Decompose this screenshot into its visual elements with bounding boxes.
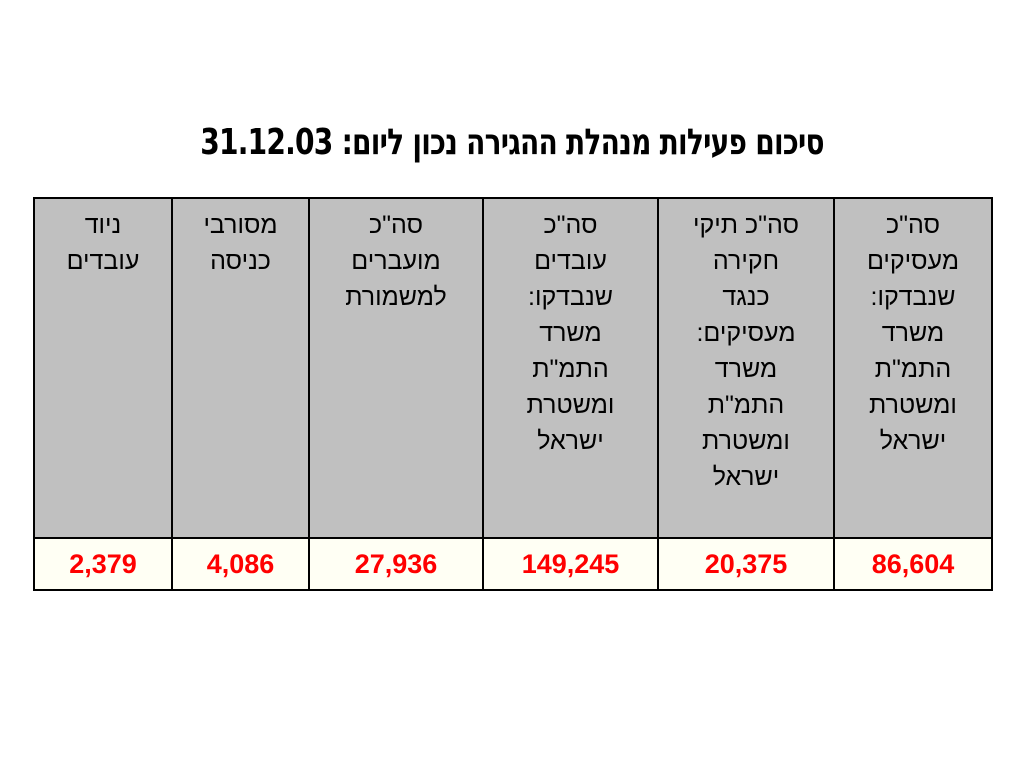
header-row: סה"כ מעסיקים שנבדקו: משרד התמ"ת ומשטרת י… [33,197,993,539]
page-title: סיכום פעילות מנהלת ההגירה נכון ליום: 31.… [200,122,824,163]
header-label: סה"כ עובדים שנבדקו: משרד התמ"ת ומשטרת יש… [526,211,615,455]
header-label: סה"כ מעסיקים שנבדקו: משרד התמ"ת ומשטרת י… [866,211,960,455]
value-cell-employers-checked: 86,604 [833,537,993,591]
header-label: מסורבי כניסה [203,211,278,275]
header-label: ניוד עובדים [66,211,140,275]
header-cell-employers-checked: סה"כ מעסיקים שנבדקו: משרד התמ"ת ומשטרת י… [833,197,993,539]
header-cell-investigation-files: סה"כ תיקי חקירה כנגד מעסיקים: משרד התמ"ת… [657,197,835,539]
value-cell-entry-refused: 4,086 [171,537,310,591]
header-cell-workers-checked: סה"כ עובדים שנבדקו: משרד התמ"ת ומשטרת יש… [482,197,659,539]
header-label: סה"כ מועברים למשמורת [345,211,447,311]
header-cell-entry-refused: מסורבי כניסה [171,197,310,539]
value-cell-worker-mobility: 2,379 [33,537,173,591]
summary-table: סה"כ מעסיקים שנבדקו: משרד התמ"ת ומשטרת י… [33,197,993,591]
value-cell-investigation-files: 20,375 [657,537,835,591]
header-cell-transferred-custody: סה"כ מועברים למשמורת [308,197,484,539]
header-label: סה"כ תיקי חקירה כנגד מעסיקים: משרד התמ"ת… [693,211,799,491]
header-cell-worker-mobility: ניוד עובדים [33,197,173,539]
value-row: 86,604 20,375 149,245 27,936 4,086 2,379 [33,537,993,591]
value-cell-workers-checked: 149,245 [482,537,659,591]
value-cell-transferred-custody: 27,936 [308,537,484,591]
